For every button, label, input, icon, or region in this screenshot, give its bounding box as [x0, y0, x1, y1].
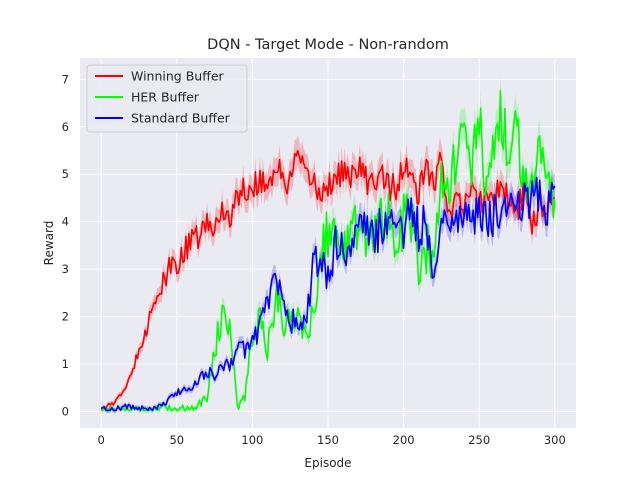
y-tick-label: 7: [62, 72, 69, 86]
x-tick-label: 300: [544, 433, 566, 447]
y-tick-label: 0: [62, 404, 69, 418]
x-tick-label: 150: [317, 433, 339, 447]
line-standard-buffer: [100, 176, 556, 412]
x-tick-label: 50: [169, 433, 184, 447]
y-axis-ticks: 0 1 2 3 4 5 6 7: [62, 72, 69, 418]
chart-title: DQN - Target Mode - Non-random: [207, 37, 449, 53]
legend-label-winning-buffer: Winning Buffer: [131, 69, 225, 84]
x-tick-label: 250: [468, 433, 490, 447]
series-lines: [100, 90, 556, 412]
y-tick-label: 4: [62, 215, 69, 229]
line-her-buffer: [100, 90, 556, 412]
y-tick-label: 6: [62, 120, 69, 134]
y-tick-label: 3: [62, 262, 69, 276]
x-tick-label: 100: [241, 433, 263, 447]
x-axis-ticks: 0 50 100 150 200 250 300: [98, 433, 566, 447]
legend-box: [86, 64, 248, 133]
legend: Winning Buffer HER Buffer Standard Buffe…: [86, 64, 248, 133]
y-tick-label: 2: [62, 310, 69, 324]
y-axis-label: Reward: [42, 221, 56, 266]
y-tick-label: 1: [62, 357, 69, 371]
legend-label-her-buffer: HER Buffer: [131, 90, 200, 105]
y-tick-label: 5: [62, 167, 69, 181]
legend-label-standard-buffer: Standard Buffer: [131, 111, 231, 126]
band-standard-buffer: [101, 163, 555, 413]
x-tick-label: 200: [393, 433, 415, 447]
x-tick-label: 0: [98, 433, 105, 447]
x-axis-label: Episode: [304, 456, 351, 470]
